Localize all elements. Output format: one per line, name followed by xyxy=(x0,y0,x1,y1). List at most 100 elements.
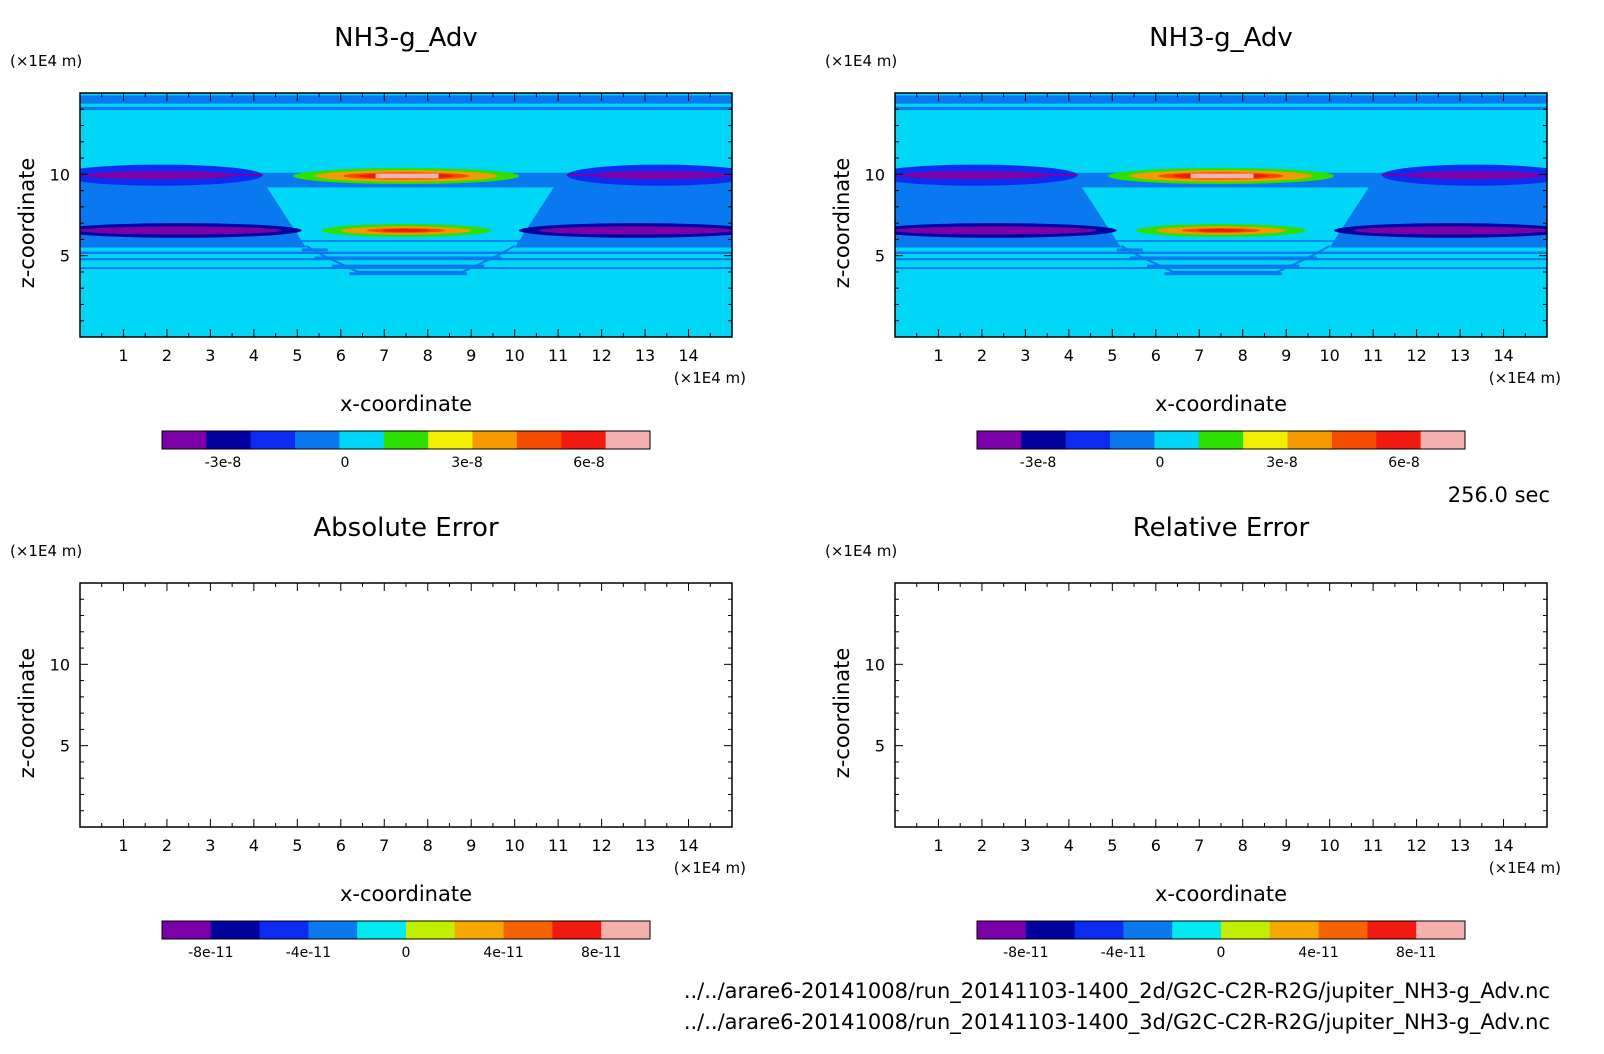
x-tick-label: 11 xyxy=(548,836,568,855)
top-stripe xyxy=(80,95,732,104)
colorbar-tick-label: -4e-11 xyxy=(1101,945,1146,961)
top-stripe xyxy=(895,106,1547,111)
colorbar-bin xyxy=(561,431,607,449)
peak-core xyxy=(1190,173,1254,179)
colorbar-bin xyxy=(454,921,505,939)
colorbar-frame xyxy=(161,920,651,940)
x-tick-label: 8 xyxy=(1238,346,1248,365)
top-stripe xyxy=(895,95,1547,104)
x-axis-label: x-coordinate xyxy=(340,882,472,906)
chart-title: Relative Error xyxy=(1133,513,1310,543)
x-tick-label: 7 xyxy=(1194,346,1204,365)
colorbar: -8e-11 -4e-11 0 4e-11 8e-11 xyxy=(976,920,1466,961)
x-tick-label: 7 xyxy=(1194,836,1204,855)
chart-title: Absolute Error xyxy=(313,513,499,543)
colorbar-bin xyxy=(1221,921,1271,939)
colorbar-frame xyxy=(161,430,651,450)
chart-title: NH3-g_Adv xyxy=(1149,23,1293,53)
x-tick-label: 11 xyxy=(548,346,568,365)
colorbar-bin xyxy=(977,921,1027,939)
layer-line xyxy=(895,251,1547,255)
x-tick-label: 1 xyxy=(933,836,943,855)
x-tick-label: 4 xyxy=(249,346,259,365)
x-axis-label: x-coordinate xyxy=(1155,882,1287,906)
x-tick-label: 14 xyxy=(1493,346,1513,365)
peak-core xyxy=(375,173,439,179)
x-tick-label: 4 xyxy=(1064,346,1074,365)
x-tick-label: 3 xyxy=(205,836,215,855)
colorbar-bin xyxy=(605,431,651,449)
x-tick-label: 13 xyxy=(635,836,655,855)
x-tick-label: 4 xyxy=(249,836,259,855)
step-layer xyxy=(1164,272,1282,276)
colorbar-bin xyxy=(1065,431,1111,449)
x-tick-label: 13 xyxy=(1450,346,1470,365)
colorbar-bin xyxy=(406,921,456,939)
positive-blob-lower xyxy=(1197,228,1245,232)
chart-panel-4: Relative Error(×1E4 m)(×1E4 m)1 2 3 4 5 6 7 8 9 1… xyxy=(825,513,1561,961)
y-tick-label: 10 xyxy=(50,165,70,184)
x-tick-label: 3 xyxy=(1020,346,1030,365)
colorbar-bin xyxy=(1367,921,1417,939)
colorbar-bin xyxy=(1287,431,1333,449)
colorbar-tick-label: 3e-8 xyxy=(1266,455,1297,471)
y-unit-label: (×1E4 m) xyxy=(825,52,897,70)
colorbar-tick-label: 8e-11 xyxy=(581,945,621,961)
y-unit-label: (×1E4 m) xyxy=(10,542,82,560)
x-tick-label: 3 xyxy=(1020,836,1030,855)
y-axis-label: z-coordinate xyxy=(15,648,39,779)
x-tick-label: 5 xyxy=(1107,346,1117,365)
y-tick-label: 10 xyxy=(865,655,885,674)
x-tick-label: 8 xyxy=(423,836,433,855)
x-tick-label: 12 xyxy=(591,346,611,365)
colorbar-tick-label: 0 xyxy=(1217,945,1226,961)
colorbar-bin xyxy=(162,921,212,939)
x-tick-label: 5 xyxy=(1107,836,1117,855)
source-path-3d: ../../arare6-20141008/run_20141103-1400_… xyxy=(684,1010,1550,1035)
colorbar-bin xyxy=(503,921,553,939)
colorbar-bin xyxy=(206,431,252,449)
y-unit-label: (×1E4 m) xyxy=(10,52,82,70)
y-axis-label: z-coordinate xyxy=(830,648,854,779)
x-tick-label: 10 xyxy=(1319,836,1339,855)
colorbar-tick-label: 3e-8 xyxy=(451,455,482,471)
x-tick-label: 11 xyxy=(1363,836,1383,855)
colorbar-bin xyxy=(1420,431,1466,449)
colorbar-tick-label: -8e-11 xyxy=(1003,945,1048,961)
edge-lobe-core xyxy=(80,226,282,235)
y-unit-label: (×1E4 m) xyxy=(825,542,897,560)
x-tick-label: 2 xyxy=(162,836,172,855)
y-tick-label: 10 xyxy=(865,165,885,184)
x-tick-label: 4 xyxy=(1064,836,1074,855)
x-tick-label: 14 xyxy=(678,836,698,855)
colorbar-frame xyxy=(976,920,1466,940)
x-unit-label: (×1E4 m) xyxy=(674,369,746,387)
plot-frame xyxy=(79,582,733,828)
colorbar-bin xyxy=(1243,431,1289,449)
colorbar: -3e-8 0 3e-8 6e-8 xyxy=(976,430,1466,471)
colorbar-tick-label: -4e-11 xyxy=(286,945,331,961)
layer-line xyxy=(80,267,732,270)
colorbar-bin xyxy=(1331,431,1377,449)
colorbar-bin xyxy=(383,431,429,449)
colorbar-bin xyxy=(1074,921,1124,939)
x-tick-label: 12 xyxy=(591,836,611,855)
x-tick-label: 6 xyxy=(1151,346,1161,365)
edge-lobe-core xyxy=(1353,226,1547,235)
x-unit-label: (×1E4 m) xyxy=(1489,859,1561,877)
edge-lobe-line xyxy=(80,174,263,176)
layer-line xyxy=(895,240,1547,242)
edge-lobe-line xyxy=(895,174,1078,176)
colorbar-tick-label: 8e-11 xyxy=(1396,945,1436,961)
colorbar-bin xyxy=(1198,431,1244,449)
x-tick-label: 9 xyxy=(466,836,476,855)
colorbar-tick-label: 0 xyxy=(1156,455,1165,471)
x-tick-label: 12 xyxy=(1406,346,1426,365)
contour-field xyxy=(80,93,732,337)
colorbar-bin xyxy=(1021,431,1067,449)
layer-line xyxy=(895,267,1547,270)
colorbar-bin xyxy=(1110,431,1155,449)
colorbar-bin xyxy=(1269,921,1320,939)
colorbar-bin xyxy=(428,431,474,449)
